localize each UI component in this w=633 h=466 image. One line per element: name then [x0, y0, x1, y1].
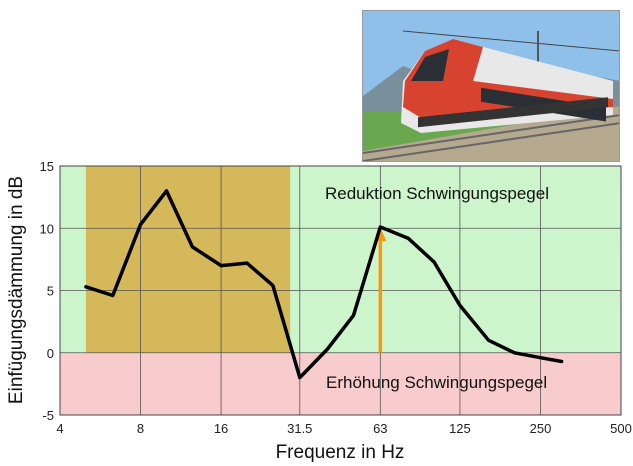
x-axis-title: Frequenz in Hz [276, 442, 405, 463]
train-windshield [411, 49, 449, 81]
x-tick-label: 8 [137, 421, 144, 436]
train-undercarriage [418, 97, 608, 128]
y-tick-labels: -5 0 5 10 15 [40, 159, 54, 423]
series [84, 189, 564, 380]
train-photo [362, 10, 620, 162]
catenary-wire [402, 30, 619, 52]
y-tick-label: 5 [47, 284, 54, 299]
zone-increase [60, 352, 621, 415]
zone-label-reduction: Reduktion Schwingungspegel [325, 184, 549, 203]
y-tick-label: 15 [40, 159, 54, 174]
rail [363, 114, 619, 154]
x-tick-label: 500 [610, 421, 632, 436]
x-tick-label: 250 [530, 421, 552, 436]
series-line [84, 189, 564, 380]
y-tick-label: 0 [47, 346, 54, 361]
rail [363, 122, 619, 161]
x-tick-label: 31.5 [287, 421, 312, 436]
train-red-stripe [403, 39, 613, 119]
zone-label-increase: Erhöhung Schwingungspegel [326, 373, 547, 392]
highlight-band [85, 166, 291, 353]
x-tick-label: 63 [373, 421, 387, 436]
x-tick-label: 125 [449, 421, 471, 436]
x-tick-label: 16 [214, 421, 228, 436]
x-tick-label: 4 [56, 421, 63, 436]
y-tick-label: 10 [40, 221, 54, 236]
x-tick-labels: 4 8 16 31.5 63 125 250 500 [56, 421, 631, 436]
y-tick-label: -5 [42, 408, 54, 423]
y-axis-title: Einfügungsdämmung in dB [6, 176, 27, 404]
zone-labels: Reduktion Schwingungspegel Erhöhung Schwi… [325, 184, 549, 392]
plot-frame [59, 165, 622, 416]
